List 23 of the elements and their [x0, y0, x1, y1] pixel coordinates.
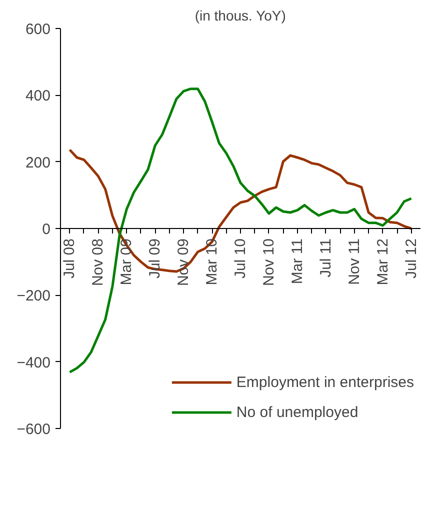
y-tick-label: −600 — [16, 421, 51, 438]
x-tick-label: Jul 09 — [146, 238, 164, 279]
legend-label: No of unemployed — [236, 404, 358, 420]
x-tick-label: Mar 09 — [118, 238, 136, 286]
y-tick-label: −400 — [16, 354, 51, 372]
x-tick-label: Mar 10 — [204, 238, 221, 286]
y-tick-label: 0 — [42, 221, 50, 238]
x-tick-label: Mar 12 — [374, 238, 392, 286]
x-tick-label: Nov 10 — [260, 238, 278, 286]
x-tick-label: Mar 11 — [288, 238, 306, 284]
x-tick-label: Nov 08 — [90, 238, 107, 286]
x-tick-label: Jul 08 — [61, 238, 78, 279]
legend-label: Employment in enterprises — [236, 374, 414, 390]
x-tick-label: Jul 11 — [317, 238, 334, 278]
y-tick-label: 200 — [25, 154, 51, 172]
x-tick-label: Jul 10 — [232, 238, 249, 279]
x-tick-label: Nov 09 — [175, 238, 192, 286]
x-tick-label: Jul 12 — [402, 238, 420, 279]
chart-title: (in thous. YoY) — [194, 8, 286, 24]
y-tick-label: 400 — [25, 88, 51, 105]
x-tick-label: Nov 11 — [346, 238, 363, 285]
y-tick-label: −200 — [16, 288, 51, 305]
y-tick-label: 600 — [25, 21, 51, 38]
